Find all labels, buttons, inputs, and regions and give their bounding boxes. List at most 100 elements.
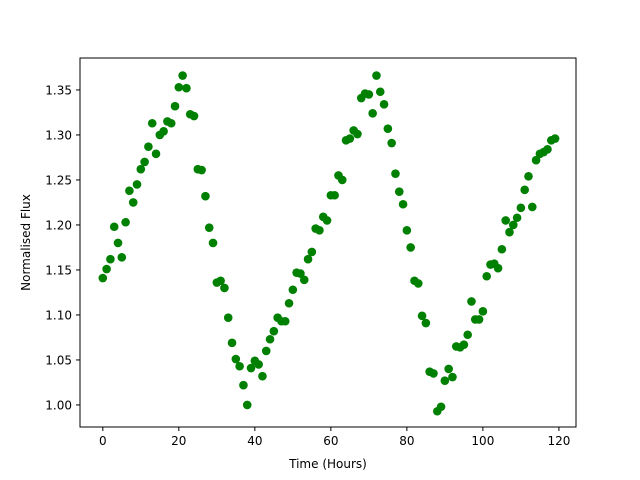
data-point <box>505 227 514 237</box>
data-point <box>197 165 206 175</box>
data-point <box>117 253 127 262</box>
data-point <box>387 138 396 148</box>
data-point <box>459 340 469 349</box>
data-point <box>375 87 385 97</box>
data-point <box>353 129 362 139</box>
data-point <box>520 185 529 195</box>
data-point <box>288 285 298 295</box>
data-point <box>307 247 317 257</box>
y-axis-ticks: 1.00 1.05 1.10 1.15 1.20 1.25 1.30 1.35 <box>45 83 80 412</box>
data-point <box>106 254 115 264</box>
data-point <box>284 298 294 308</box>
data-point <box>204 223 214 232</box>
data-point <box>493 263 503 273</box>
data-points <box>98 71 560 416</box>
data-point <box>383 124 393 133</box>
data-point <box>166 118 176 128</box>
data-point <box>216 276 225 286</box>
data-point <box>364 90 374 99</box>
data-point <box>235 361 244 371</box>
data-point <box>128 198 138 207</box>
data-point <box>482 271 491 281</box>
data-point <box>417 311 427 321</box>
data-point <box>497 244 507 254</box>
data-point <box>440 376 450 385</box>
data-point <box>413 279 423 288</box>
data-point <box>337 175 347 185</box>
y-tick-label: 1.05 <box>45 353 72 367</box>
data-point <box>261 346 271 356</box>
data-point <box>227 338 237 348</box>
data-point <box>448 372 457 382</box>
data-point <box>368 109 377 118</box>
data-point <box>98 273 108 283</box>
data-point <box>315 226 324 235</box>
data-point <box>299 275 309 285</box>
data-point <box>208 238 218 248</box>
x-tick-label: 20 <box>171 434 186 448</box>
data-point <box>303 254 313 264</box>
data-point <box>429 369 438 378</box>
data-point <box>436 402 446 412</box>
data-point <box>550 134 560 143</box>
y-axis-label: Normalised Flux <box>19 194 33 291</box>
data-point <box>147 118 157 128</box>
data-point <box>132 180 142 189</box>
data-point <box>201 191 210 201</box>
data-point <box>254 360 263 369</box>
data-point <box>531 155 541 165</box>
y-tick-label: 1.20 <box>45 218 72 232</box>
data-point <box>296 269 305 278</box>
data-point <box>444 364 453 374</box>
data-point <box>140 157 149 167</box>
data-point <box>508 220 518 230</box>
data-point <box>121 217 130 227</box>
data-point <box>322 216 332 225</box>
data-point <box>330 190 339 200</box>
x-tick-label: 120 <box>547 434 570 448</box>
x-axis-label: Time (Hours) <box>288 457 367 471</box>
data-point <box>391 169 400 178</box>
data-point <box>421 318 431 328</box>
data-point <box>136 164 146 174</box>
data-point <box>113 238 123 248</box>
x-tick-label: 100 <box>471 434 494 448</box>
x-axis-ticks: 0 20 40 60 80 100 120 <box>99 427 570 448</box>
y-tick-label: 1.30 <box>45 128 72 142</box>
data-point <box>394 187 404 196</box>
data-point <box>242 400 252 410</box>
data-point <box>516 203 526 213</box>
data-point <box>220 283 229 293</box>
data-point <box>467 297 476 306</box>
data-point <box>527 202 537 212</box>
y-tick-label: 1.00 <box>45 398 72 412</box>
data-point <box>463 330 472 340</box>
y-tick-label: 1.25 <box>45 173 72 187</box>
data-point <box>223 313 233 322</box>
x-tick-label: 60 <box>323 434 338 448</box>
data-point <box>239 380 248 390</box>
data-point <box>524 172 533 181</box>
y-tick-label: 1.35 <box>45 83 72 97</box>
data-point <box>501 216 510 225</box>
data-point <box>372 71 381 80</box>
data-point <box>178 71 187 80</box>
data-point <box>144 142 153 151</box>
data-point <box>170 101 180 111</box>
plot-area-frame <box>79 57 577 428</box>
x-tick-label: 40 <box>247 434 262 448</box>
data-point <box>402 226 412 235</box>
data-point <box>379 100 389 109</box>
data-point <box>474 315 484 324</box>
x-tick-label: 0 <box>99 434 107 448</box>
x-tick-label: 80 <box>399 434 414 448</box>
data-point <box>345 134 355 143</box>
data-point <box>182 83 191 93</box>
y-tick-label: 1.15 <box>45 263 72 277</box>
data-point <box>159 127 168 136</box>
data-point <box>398 199 408 209</box>
data-point <box>125 186 134 196</box>
data-point <box>280 316 290 326</box>
data-point <box>102 264 111 274</box>
